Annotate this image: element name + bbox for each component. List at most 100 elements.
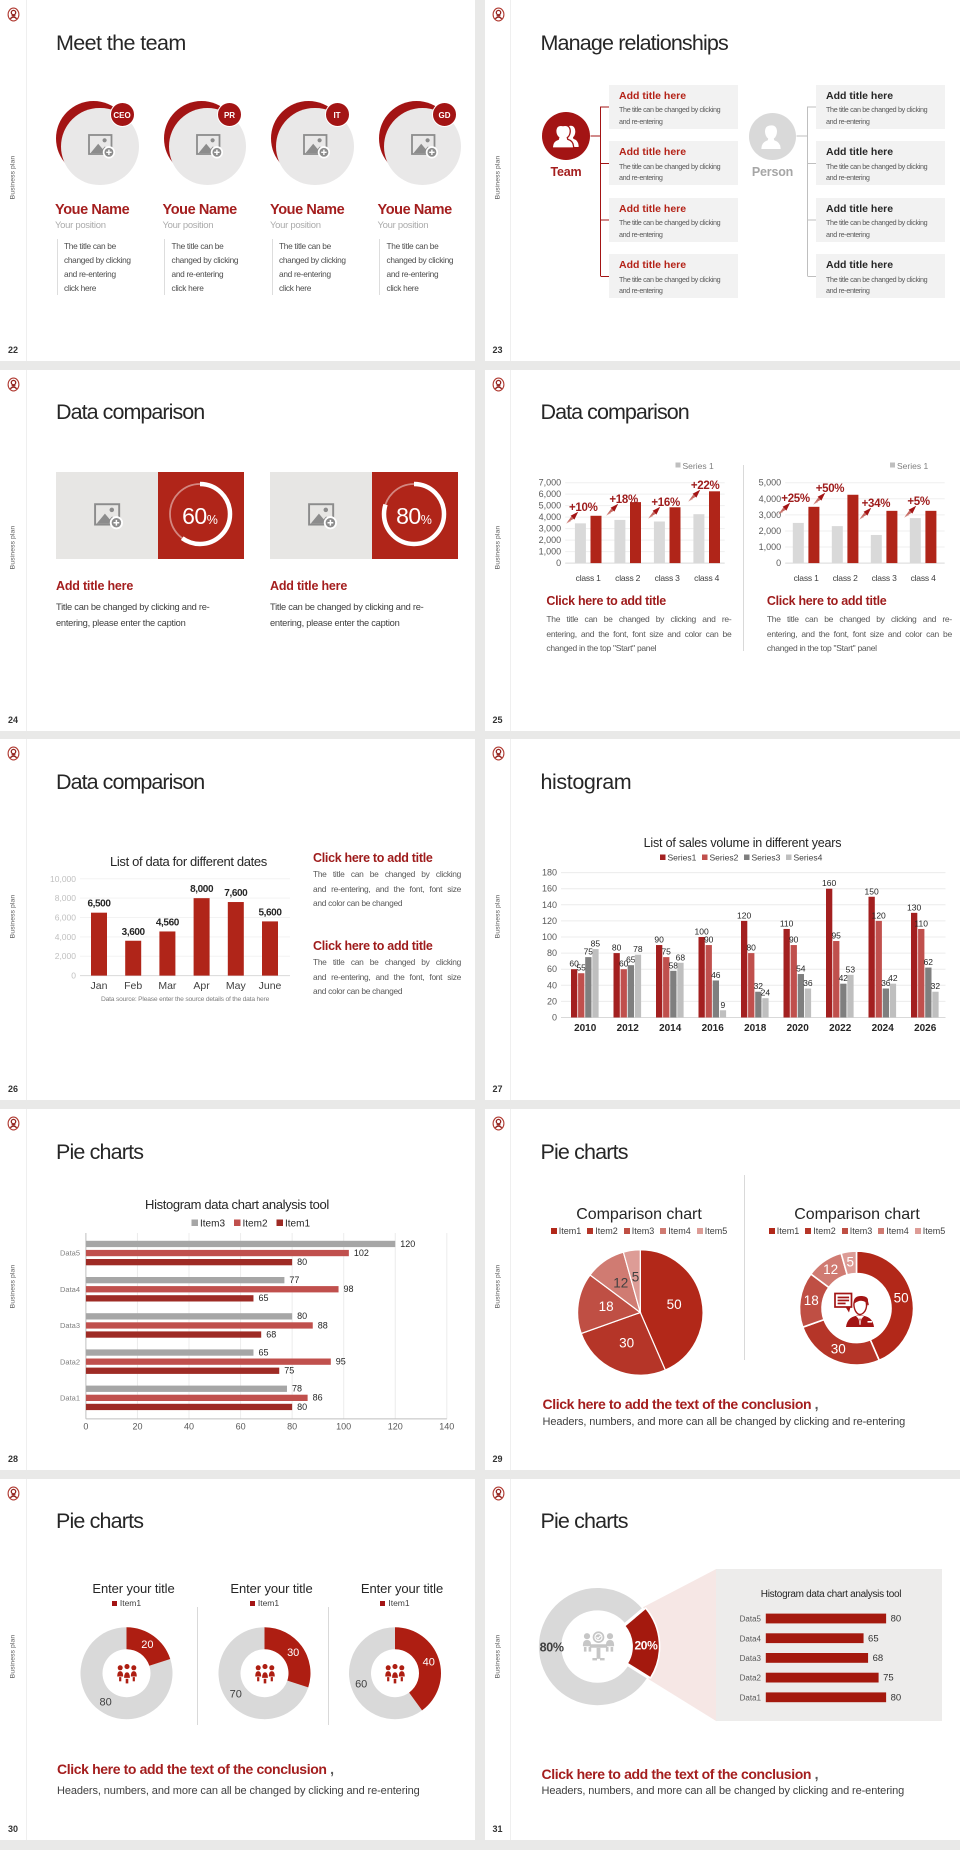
svg-text:68: 68	[266, 1329, 276, 1339]
svg-text:54: 54	[796, 964, 806, 974]
svg-text:4,560: 4,560	[156, 918, 180, 929]
svg-text:Feb: Feb	[124, 980, 142, 992]
svg-text:2,000: 2,000	[758, 526, 781, 536]
svg-text:Apr: Apr	[193, 980, 210, 992]
svg-text:70: 70	[230, 1688, 242, 1700]
svg-text:class 1: class 1	[575, 573, 601, 583]
svg-text:140: 140	[439, 1422, 454, 1432]
svg-text:8,000: 8,000	[190, 885, 214, 896]
svg-text:class 2: class 2	[615, 573, 641, 583]
svg-text:20: 20	[132, 1422, 142, 1432]
svg-text:42: 42	[838, 974, 848, 984]
svg-text:Data3: Data3	[60, 1321, 80, 1330]
svg-text:12: 12	[613, 1276, 628, 1291]
svg-text:95: 95	[336, 1357, 346, 1367]
svg-text:120: 120	[388, 1422, 403, 1432]
svg-text:7,600: 7,600	[224, 888, 248, 899]
svg-text:80%: 80%	[539, 1640, 563, 1654]
svg-text:24: 24	[760, 988, 770, 998]
svg-text:80: 80	[611, 943, 621, 953]
svg-text:90: 90	[703, 935, 713, 945]
svg-text:Item2: Item2	[243, 1218, 268, 1229]
svg-text:77: 77	[289, 1275, 299, 1285]
svg-text:class 4: class 4	[910, 573, 936, 583]
svg-text:80: 80	[99, 1696, 111, 1708]
svg-text:68: 68	[675, 953, 685, 963]
svg-text:50: 50	[666, 1297, 681, 1312]
svg-text:Data5: Data5	[60, 1249, 80, 1258]
svg-text:50: 50	[893, 1290, 908, 1305]
svg-text:Data4: Data4	[60, 1285, 80, 1294]
svg-text:3,000: 3,000	[758, 510, 781, 520]
svg-text:Data2: Data2	[739, 1673, 761, 1682]
svg-text:5: 5	[846, 1254, 854, 1269]
svg-text:class 2: class 2	[832, 573, 858, 583]
svg-text:June: June	[259, 980, 282, 992]
svg-text:90: 90	[788, 935, 798, 945]
svg-text:4,000: 4,000	[538, 512, 561, 522]
svg-text:100: 100	[694, 927, 708, 937]
svg-text:68: 68	[872, 1653, 883, 1664]
svg-text:class 1: class 1	[793, 573, 819, 583]
svg-text:1,000: 1,000	[538, 546, 561, 556]
svg-text:90: 90	[654, 935, 664, 945]
svg-text:20: 20	[546, 997, 556, 1007]
svg-text:2022: 2022	[829, 1023, 852, 1034]
svg-text:58: 58	[668, 961, 678, 971]
svg-text:120: 120	[400, 1239, 415, 1249]
svg-text:46: 46	[711, 970, 721, 980]
svg-text:Data4: Data4	[739, 1634, 761, 1643]
svg-text:60: 60	[546, 965, 556, 975]
svg-text:2,000: 2,000	[55, 952, 77, 962]
svg-text:class 3: class 3	[654, 573, 680, 583]
svg-text:12: 12	[823, 1262, 838, 1277]
svg-text:110: 110	[779, 919, 793, 929]
svg-text:0: 0	[776, 558, 781, 568]
svg-text:Series1: Series1	[667, 853, 696, 863]
svg-text:7,000: 7,000	[538, 477, 561, 487]
svg-text:140: 140	[541, 900, 556, 910]
svg-text:3,000: 3,000	[538, 523, 561, 533]
svg-text:20%: 20%	[634, 1638, 658, 1652]
svg-text:130: 130	[907, 903, 921, 913]
svg-text:98: 98	[344, 1284, 354, 1294]
svg-text:18: 18	[598, 1299, 613, 1314]
svg-text:4,000: 4,000	[55, 932, 77, 942]
svg-text:100: 100	[541, 932, 556, 942]
svg-text:40: 40	[184, 1422, 194, 1432]
svg-text:78: 78	[292, 1384, 302, 1394]
svg-text:Series2: Series2	[709, 853, 738, 863]
svg-text:2012: 2012	[616, 1023, 639, 1034]
svg-text:75: 75	[883, 1672, 894, 1683]
svg-text:Data5: Data5	[739, 1614, 761, 1623]
svg-text:60: 60	[236, 1422, 246, 1432]
svg-text:4,000: 4,000	[758, 493, 781, 503]
svg-text:80: 80	[746, 943, 756, 953]
svg-text:36: 36	[803, 978, 813, 988]
svg-text:2020: 2020	[786, 1023, 809, 1034]
svg-text:86: 86	[313, 1393, 323, 1403]
svg-text:5,000: 5,000	[758, 477, 781, 487]
svg-text:5: 5	[631, 1269, 639, 1284]
svg-text:65: 65	[258, 1293, 268, 1303]
svg-text:30: 30	[287, 1647, 299, 1659]
svg-text:2014: 2014	[659, 1023, 682, 1034]
svg-text:2026: 2026	[914, 1023, 937, 1034]
svg-text:9: 9	[720, 1000, 725, 1010]
svg-text:Item3: Item3	[200, 1218, 225, 1229]
svg-text:20: 20	[141, 1639, 153, 1651]
svg-text:2,000: 2,000	[538, 535, 561, 545]
svg-text:60: 60	[618, 959, 628, 969]
svg-text:65: 65	[626, 955, 636, 965]
svg-text:85: 85	[590, 939, 600, 949]
svg-text:0: 0	[556, 558, 561, 568]
svg-text:80: 80	[287, 1422, 297, 1432]
svg-text:65: 65	[258, 1347, 268, 1357]
svg-text:88: 88	[318, 1320, 328, 1330]
svg-text:65: 65	[868, 1633, 879, 1644]
svg-text:Data1: Data1	[60, 1394, 80, 1403]
svg-text:0: 0	[551, 1013, 556, 1023]
svg-text:102: 102	[354, 1248, 369, 1258]
svg-text:Jan: Jan	[91, 980, 108, 992]
svg-text:32: 32	[753, 982, 763, 992]
